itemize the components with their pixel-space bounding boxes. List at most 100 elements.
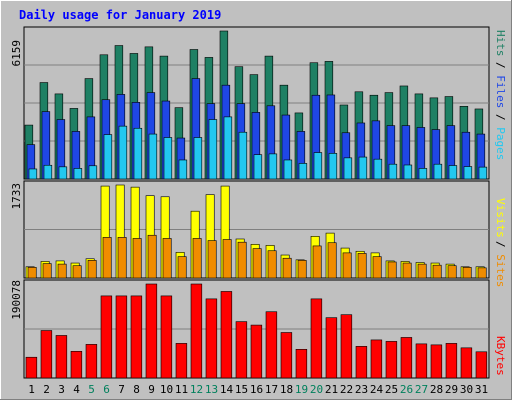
pages-bar-day-10 bbox=[163, 137, 173, 180]
kbytes-bar-day-10 bbox=[160, 295, 173, 379]
sites-bar-day-2 bbox=[42, 263, 52, 279]
kbytes-bar-day-2 bbox=[40, 330, 53, 379]
top-legend-files: / Files bbox=[494, 62, 507, 108]
visits-panel-ymax-label: 1733 bbox=[10, 183, 23, 210]
day-label-10: 10 bbox=[160, 383, 173, 396]
kbytes-bar-day-17 bbox=[265, 311, 278, 379]
day-label-19: 19 bbox=[295, 383, 308, 396]
sites-bar-day-14 bbox=[222, 239, 232, 279]
pages-bar-day-31 bbox=[478, 166, 488, 180]
kbytes-bar-day-29 bbox=[445, 343, 458, 379]
kbytes-bar-day-6 bbox=[100, 295, 113, 379]
kbytes-bar-day-3 bbox=[55, 335, 68, 379]
sites-bar-day-21 bbox=[327, 242, 337, 279]
day-label-14: 14 bbox=[220, 383, 234, 396]
day-label-17: 17 bbox=[265, 383, 278, 396]
pages-bar-day-6 bbox=[103, 134, 113, 180]
chart-title: Daily usage for January 2019 bbox=[19, 8, 221, 22]
sites-bar-day-11 bbox=[177, 256, 187, 279]
pages-bar-day-23 bbox=[358, 156, 368, 180]
middle-legend-sites: / Sites bbox=[494, 241, 507, 287]
kbytes-bar-day-24 bbox=[370, 339, 383, 379]
day-label-12: 12 bbox=[190, 383, 203, 396]
kbytes-panel-ymax-label: 190078 bbox=[10, 280, 23, 320]
day-label-29: 29 bbox=[445, 383, 458, 396]
kbytes-bar-day-5 bbox=[85, 344, 98, 379]
day-label-23: 23 bbox=[355, 383, 368, 396]
day-label-22: 22 bbox=[340, 383, 353, 396]
kbytes-bar-day-8 bbox=[130, 295, 143, 379]
chart-bars bbox=[24, 30, 488, 379]
pages-bar-day-12 bbox=[193, 137, 203, 180]
kbytes-bar-day-21 bbox=[325, 317, 338, 379]
pages-bar-day-22 bbox=[343, 157, 353, 180]
day-label-21: 21 bbox=[325, 383, 338, 396]
top-legend: Hits bbox=[494, 30, 507, 57]
pages-bar-day-8 bbox=[133, 127, 143, 180]
sites-bar-day-6 bbox=[102, 237, 112, 279]
sites-bar-day-4 bbox=[72, 265, 82, 279]
day-label-16: 16 bbox=[250, 383, 263, 396]
day-label-26: 26 bbox=[400, 383, 413, 396]
pages-bar-day-3 bbox=[58, 166, 68, 180]
sites-bar-day-28 bbox=[432, 264, 442, 279]
sites-bar-day-9 bbox=[147, 234, 157, 279]
pages-bar-day-2 bbox=[43, 164, 53, 180]
pages-bar-day-7 bbox=[118, 125, 128, 180]
day-label-4: 4 bbox=[73, 383, 80, 396]
day-label-24: 24 bbox=[370, 383, 384, 396]
pages-bar-day-20 bbox=[313, 152, 323, 180]
day-label-27: 27 bbox=[415, 383, 428, 396]
pages-bar-day-29 bbox=[448, 165, 458, 180]
kbytes-bar-day-31 bbox=[475, 351, 488, 379]
pages-bar-day-19 bbox=[298, 163, 308, 180]
middle-legend-visits: Visits bbox=[494, 198, 507, 238]
sites-bar-day-24 bbox=[372, 256, 382, 279]
sites-bar-day-3 bbox=[57, 263, 67, 279]
legend-pages: Pages bbox=[494, 127, 507, 160]
day-label-15: 15 bbox=[235, 383, 248, 396]
sites-bar-day-12 bbox=[192, 238, 202, 279]
sites-bar-day-17 bbox=[267, 250, 277, 279]
sites-bar-day-27 bbox=[417, 263, 427, 279]
sites-bar-day-30 bbox=[462, 267, 472, 279]
sites-bar-day-31 bbox=[477, 267, 487, 279]
pages-bar-day-14 bbox=[223, 116, 233, 180]
top-legend-pages: / Pages bbox=[494, 114, 507, 160]
legend-hits: Hits bbox=[494, 30, 507, 57]
pages-bar-day-27 bbox=[418, 168, 428, 180]
legend-separator: / bbox=[494, 241, 507, 254]
day-label-13: 13 bbox=[205, 383, 218, 396]
kbytes-bar-day-19 bbox=[295, 349, 308, 379]
kbytes-bar-day-18 bbox=[280, 332, 293, 379]
day-label-28: 28 bbox=[430, 383, 443, 396]
sites-bar-day-26 bbox=[402, 262, 412, 279]
pages-bar-day-13 bbox=[208, 119, 218, 180]
kbytes-bar-day-7 bbox=[115, 295, 128, 379]
pages-bar-day-4 bbox=[73, 168, 83, 180]
pages-bar-day-25 bbox=[388, 163, 398, 180]
kbytes-bar-day-14 bbox=[220, 291, 233, 379]
day-label-30: 30 bbox=[460, 383, 473, 396]
day-label-9: 9 bbox=[148, 383, 155, 396]
sites-bar-day-18 bbox=[282, 257, 292, 279]
kbytes-bar-day-22 bbox=[340, 314, 353, 379]
legend-visits: Visits bbox=[494, 198, 507, 238]
x-axis-day-labels: 1 2 3 4 5 6 7 8 9 10 11 12 13 14 15 16 17 18 19 20 21 22 23 24 2… bbox=[28, 383, 488, 396]
sites-bar-day-16 bbox=[252, 248, 262, 279]
kbytes-bar-day-28 bbox=[430, 344, 443, 379]
sites-bar-day-29 bbox=[447, 265, 457, 279]
kbytes-bar-day-11 bbox=[175, 343, 188, 379]
pages-bar-day-26 bbox=[403, 164, 413, 180]
legend-sites: Sites bbox=[494, 254, 507, 287]
sites-bar-day-5 bbox=[87, 260, 97, 279]
day-label-18: 18 bbox=[280, 383, 293, 396]
legend-separator: / bbox=[494, 114, 507, 127]
kbytes-bar-day-25 bbox=[385, 341, 398, 379]
pages-bar-day-24 bbox=[373, 158, 383, 180]
pages-bar-day-1 bbox=[28, 168, 38, 180]
day-label-8: 8 bbox=[133, 383, 140, 396]
kbytes-bar-day-15 bbox=[235, 321, 248, 379]
kbytes-bar-day-13 bbox=[205, 298, 218, 379]
pages-bar-day-15 bbox=[238, 131, 248, 180]
